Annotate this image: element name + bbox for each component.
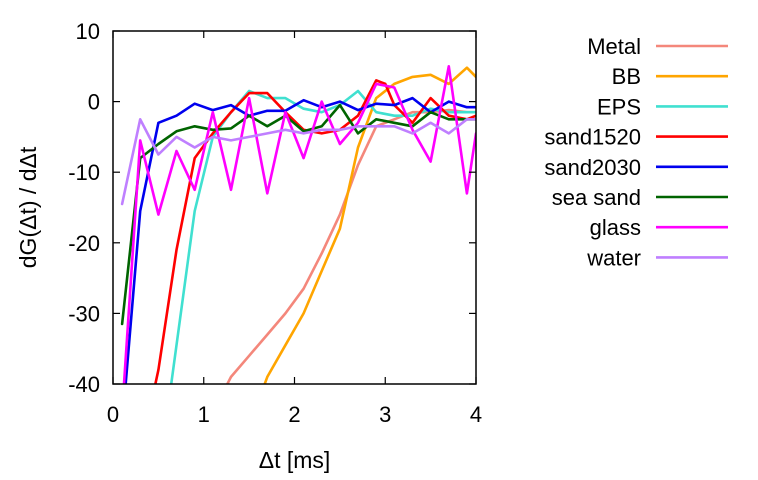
series-line-water: [120, 118, 476, 206]
y-tick-label: -40: [68, 372, 100, 397]
series-line-metal: [225, 108, 476, 384]
legend-label-bb: BB: [612, 64, 641, 89]
y-tick-label: 0: [88, 90, 100, 115]
ticks-layer: 0 1 2 3 4 -40 -30 -20 -10 0 10: [68, 19, 482, 427]
series-line-glass: [122, 65, 476, 384]
x-tick-label: 4: [470, 402, 482, 427]
x-axis-title: Δt [ms]: [259, 447, 331, 473]
legend: Metal BB EPS sand1520 sand2030 sea sand glass w…: [544, 34, 728, 270]
x-tick-label: 0: [107, 402, 119, 427]
y-tick-label: -10: [68, 160, 100, 185]
y-tick-label: -20: [68, 231, 100, 256]
y-axis-title: dG(Δt) / dΔt: [15, 146, 41, 268]
series-layer: [120, 65, 476, 384]
legend-label-water: water: [586, 245, 641, 270]
x-tick-label: 1: [198, 402, 210, 427]
series-line-sand2030: [124, 96, 476, 384]
legend-label-sea-sand: sea sand: [552, 185, 641, 210]
legend-label-sand2030: sand2030: [544, 155, 641, 180]
legend-label-eps: EPS: [597, 94, 641, 119]
y-tick-label: 10: [76, 19, 100, 44]
y-tick-label: -30: [68, 301, 100, 326]
legend-label-metal: Metal: [587, 34, 641, 59]
legend-label-sand1520: sand1520: [544, 125, 641, 150]
series-line-sea-sand: [120, 103, 476, 326]
legend-label-glass: glass: [590, 215, 641, 240]
x-tick-label: 2: [288, 402, 300, 427]
x-tick-label: 3: [379, 402, 391, 427]
